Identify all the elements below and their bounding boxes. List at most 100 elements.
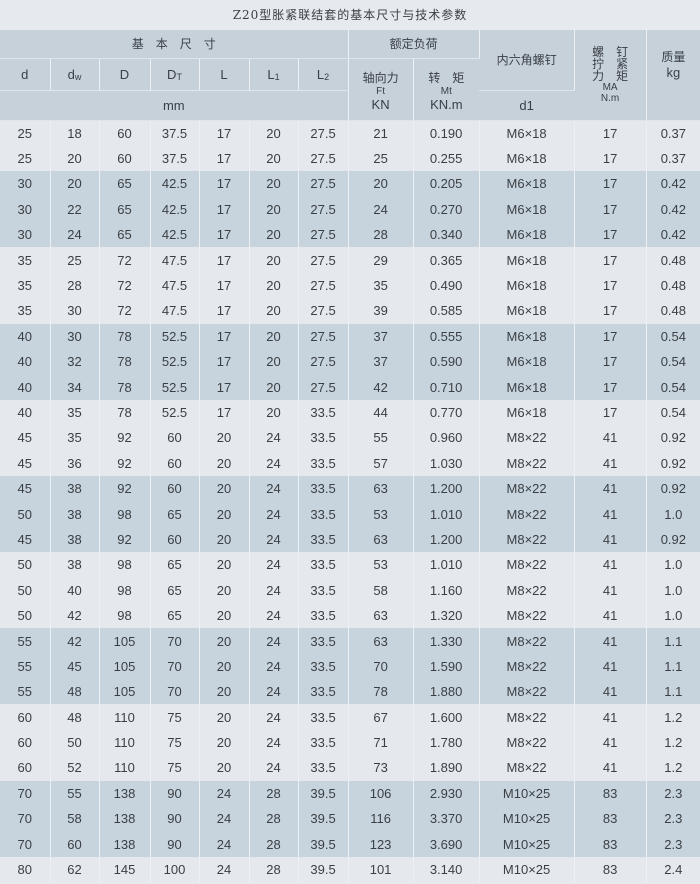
table-cell: 92	[99, 450, 151, 476]
table-cell: 41	[574, 552, 647, 578]
table-cell: M6×18	[479, 120, 575, 146]
table-cell: 28	[249, 780, 299, 807]
table-cell: 3.690	[413, 831, 480, 857]
table-cell: 24	[249, 526, 299, 553]
table-cell: 33.5	[298, 729, 349, 756]
table-cell: 92	[99, 526, 151, 553]
table-cell: M6×18	[479, 196, 575, 223]
table-cell: 1.320	[413, 602, 480, 629]
table-cell: 1.890	[413, 755, 480, 781]
header-tightening-torque: 螺 钉 拧 紧 力 矩 MA N.m	[574, 30, 647, 121]
table-cell: 62	[50, 856, 100, 883]
table-cell: 20	[199, 475, 250, 502]
torque-l2: 拧 紧	[592, 56, 629, 71]
table-cell: 1.0	[646, 577, 700, 603]
table-cell: 17	[199, 298, 250, 324]
table-cell: 78	[99, 349, 151, 375]
table-cell: 40	[0, 349, 51, 375]
table-cell: 71	[348, 729, 414, 756]
table-cell: 50	[0, 577, 51, 603]
table-cell: 30	[0, 222, 51, 248]
table-cell: 78	[99, 323, 151, 350]
table-cell: 0.42	[646, 222, 700, 248]
table-cell: M6×18	[479, 222, 575, 248]
table-cell: M8×22	[479, 425, 575, 451]
table-row: 40 30 78 52.5 17 20 27.5 37 0.555 M6×18 17 0.54	[0, 323, 700, 350]
table-cell: 60	[99, 120, 151, 146]
table-cell: 32	[50, 349, 100, 375]
table-cell: 110	[99, 755, 151, 781]
table-cell: 27.5	[298, 272, 349, 299]
table-cell: 60	[150, 450, 200, 476]
table-cell: 63	[348, 602, 414, 629]
table-cell: 63	[348, 526, 414, 553]
table-cell: 33.5	[298, 602, 349, 629]
axial-unit: KN	[371, 96, 390, 112]
table-cell: 41	[574, 602, 647, 629]
axial-symbol: Ft	[376, 85, 386, 97]
table-cell: 41	[574, 450, 647, 476]
table-cell: 20	[199, 501, 250, 527]
table-cell: 28	[249, 806, 299, 832]
table-cell: 75	[150, 729, 200, 756]
table-cell: 0.48	[646, 272, 700, 299]
table-cell: 45	[0, 475, 51, 502]
table-cell: M8×22	[479, 755, 575, 781]
table-cell: 0.92	[646, 475, 700, 502]
table-cell: 40	[0, 323, 51, 350]
table-row: 35 25 72 47.5 17 20 27.5 29 0.365 M6×18 17 0.48	[0, 247, 700, 273]
table-cell: 55	[0, 653, 51, 680]
table-cell: 24	[249, 577, 299, 603]
table-cell: 37	[348, 323, 414, 350]
table-cell: 24	[348, 196, 414, 223]
table-cell: 27.5	[298, 374, 349, 400]
table-row: 30 24 65 42.5 17 20 27.5 28 0.340 M6×18 17 0.42	[0, 222, 700, 248]
header-torque: 转 矩 Mt KN.m	[413, 58, 480, 121]
table-cell: 0.960	[413, 425, 480, 451]
table-cell: 20	[249, 399, 299, 426]
table-row: 50 40 98 65 20 24 33.5 58 1.160 M8×22 41 1.0	[0, 577, 700, 603]
table-cell: 48	[50, 679, 100, 705]
table-row: 50 38 98 65 20 24 33.5 53 1.010 M8×22 41 1.0	[0, 501, 700, 527]
table-cell: 0.190	[413, 120, 480, 146]
table-cell: 24	[249, 501, 299, 527]
table-cell: 17	[199, 120, 250, 146]
table-cell: 27.5	[298, 247, 349, 273]
table-cell: 33.5	[298, 755, 349, 781]
table-cell: 72	[99, 298, 151, 324]
table-cell: 90	[150, 780, 200, 807]
table-cell: 63	[348, 475, 414, 502]
table-cell: 41	[574, 628, 647, 654]
table-cell: 105	[99, 628, 151, 654]
table-cell: 2.3	[646, 780, 700, 807]
table-row: 30 20 65 42.5 17 20 27.5 20 0.205 M6×18 17 0.42	[0, 171, 700, 197]
table-cell: 20	[249, 222, 299, 248]
table-cell: 70	[150, 628, 200, 654]
table-cell: 39	[348, 298, 414, 324]
table-cell: 17	[199, 196, 250, 223]
table-cell: 70	[150, 653, 200, 680]
table-cell: 78	[348, 679, 414, 705]
table-cell: 70	[0, 831, 51, 857]
table-cell: 18	[50, 120, 100, 146]
table-cell: 60	[50, 831, 100, 857]
table-cell: 0.42	[646, 171, 700, 197]
table-cell: 1.160	[413, 577, 480, 603]
table-cell: 35	[0, 298, 51, 324]
table-cell: 24	[249, 450, 299, 476]
torque-l3: 力 矩	[592, 68, 629, 83]
table-cell: 0.37	[646, 145, 700, 172]
table-cell: 17	[574, 196, 647, 223]
table-cell: 24	[249, 704, 299, 730]
table-cell: M6×18	[479, 323, 575, 350]
table-cell: 48	[50, 704, 100, 730]
table-cell: 0.590	[413, 349, 480, 375]
table-cell: 98	[99, 552, 151, 578]
table-cell: 65	[150, 501, 200, 527]
table-cell: 60	[0, 755, 51, 781]
table-cell: 41	[574, 755, 647, 781]
table-cell: 57	[348, 450, 414, 476]
table-cell: 3.370	[413, 806, 480, 832]
header-col-dt: DT	[150, 58, 200, 91]
table-cell: 83	[574, 856, 647, 883]
